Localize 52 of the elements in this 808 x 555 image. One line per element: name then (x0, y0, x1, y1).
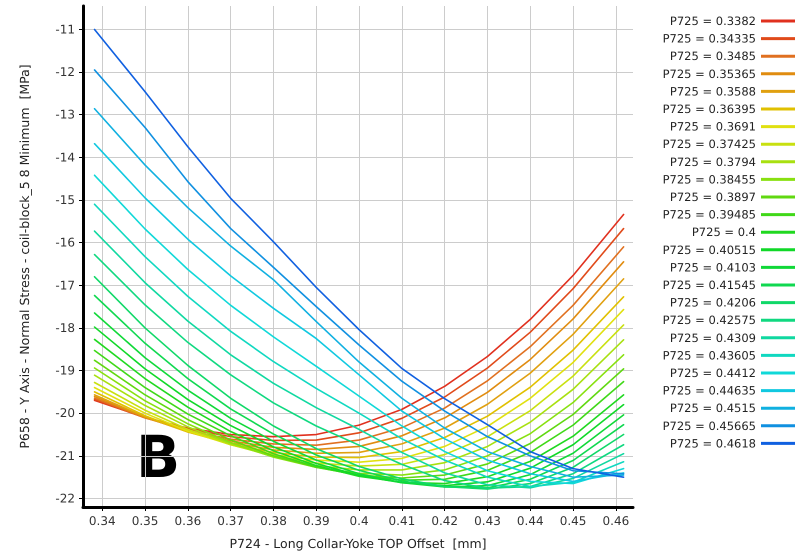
y-tick-label: -13 (55, 108, 75, 122)
y-tick-label: -11 (55, 22, 75, 36)
legend-label: P725 = 0.4618 (670, 436, 756, 450)
y-tick-label: -17 (55, 278, 75, 292)
legend-label: P725 = 0.42575 (662, 313, 756, 328)
x-tick-label: 0.37 (217, 514, 244, 528)
legend-label: P725 = 0.43605 (662, 348, 756, 362)
y-tick-label: -21 (55, 448, 75, 463)
legend-label: P725 = 0.41545 (662, 278, 756, 292)
x-tick-label: 0.44 (516, 514, 544, 528)
y-tick-label: -14 (55, 150, 75, 164)
y-tick-label: -18 (55, 320, 75, 335)
legend-label: P725 = 0.38455 (662, 172, 756, 186)
legend-label: P725 = 0.37425 (662, 137, 756, 152)
legend-label: P725 = 0.3794 (670, 154, 756, 169)
y-tick-label: -19 (55, 364, 75, 378)
legend-label: P725 = 0.44635 (662, 384, 756, 398)
legend-label: P725 = 0.4309 (670, 330, 756, 345)
x-tick-label: 0.38 (260, 514, 287, 528)
x-tick-label: 0.42 (431, 514, 458, 528)
x-tick-label: 0.45 (560, 514, 586, 528)
legend-label: P725 = 0.36395 (662, 102, 756, 116)
x-tick-label: 0.43 (474, 514, 501, 528)
legend-label: P725 = 0.3485 (670, 49, 756, 64)
x-axis-title: P724 - Long Collar-Yoke TOP Offset [mm] (229, 536, 487, 551)
legend-label: P725 = 0.45665 (662, 418, 756, 433)
y-tick-label: -16 (55, 236, 75, 250)
legend-label: P725 = 0.3588 (670, 84, 756, 98)
y-tick-label: -20 (55, 406, 75, 420)
y-axis-title: P658 - Y Axis - Normal Stress - coil-block_5 8 Minimum [MPa] (17, 64, 32, 449)
legend-label: P725 = 0.3382 (670, 14, 756, 28)
y-tick-label: -22 (55, 491, 75, 506)
legend-label: P725 = 0.4103 (670, 260, 756, 274)
x-tick-label: 0.36 (174, 514, 202, 528)
legend-label: P725 = 0.4206 (670, 296, 756, 310)
legend-label: P725 = 0.3691 (670, 120, 756, 134)
legend-label: P725 = 0.34335 (662, 32, 756, 46)
legend-label: P725 = 0.4515 (670, 401, 756, 416)
x-tick-label: 0.39 (302, 514, 330, 528)
legend-label: P725 = 0.3897 (670, 190, 756, 204)
y-tick-label: -15 (55, 193, 75, 208)
x-tick-label: 0.35 (132, 514, 158, 528)
x-tick-label: 0.34 (88, 514, 116, 528)
x-tick-label: 0.41 (388, 514, 416, 528)
legend-label: P725 = 0.39485 (662, 208, 756, 222)
legend-label: P725 = 0.4412 (670, 366, 756, 380)
legend-label: P725 = 0.40515 (662, 242, 756, 257)
y-tick-label: -12 (55, 65, 75, 80)
legend-label: P725 = 0.4 (692, 225, 756, 240)
legend-label: P725 = 0.35365 (662, 66, 756, 81)
x-tick-label: 0.46 (602, 514, 630, 528)
x-tick-label: 0.4 (350, 514, 369, 528)
